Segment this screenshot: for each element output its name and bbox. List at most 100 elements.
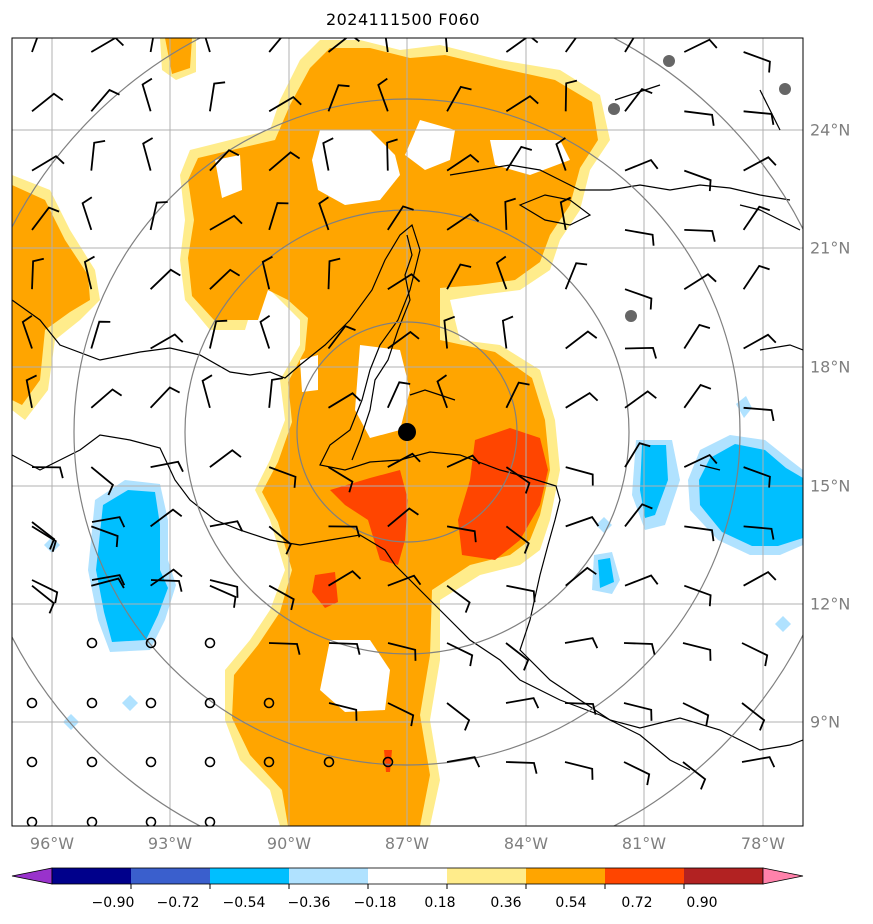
wind-barb [743,51,771,73]
wind-barb [742,264,770,290]
colorbar-tick-label: −0.36 [287,895,331,911]
wind-barb [268,95,302,113]
wind-barb [623,761,651,786]
wind-barb [564,702,597,715]
wind-barb [328,570,362,587]
wind-barb [150,333,184,350]
wind-barb [564,761,594,780]
wind-barb [743,466,771,488]
wind-barb [268,377,283,408]
lat-label: 15°N [810,476,851,496]
wind-barb [683,383,712,409]
wind-barb [682,761,707,790]
wind-barb [31,579,59,604]
lon-label: 81°W [621,834,667,853]
lat-label: 18°N [810,357,851,377]
map-title: 2024111500 F060 [325,10,481,29]
wind-barb [684,229,716,242]
wind-barb [505,381,530,409]
wind-barb [150,508,183,528]
wind-barb [31,584,55,614]
colorbar-extend-low [11,867,53,885]
colorbar-cell [131,868,211,884]
wind-barb [328,466,354,493]
wind-barb [91,577,125,589]
wind-barb [259,315,271,349]
wind-barb [623,702,653,721]
wind-barb [142,137,154,171]
wind-barb [268,466,297,488]
wind-barb [505,761,538,774]
wind-barb [624,159,659,172]
colorbar-tick-label: −0.54 [222,895,266,911]
wind-barb [683,169,712,192]
coastlines [12,84,803,771]
wind-barb [624,574,659,587]
wind-barb [743,570,777,587]
wind-barb [624,503,653,527]
colorbar-cell [684,868,764,884]
range-rings [12,38,803,826]
wind-barb [446,454,481,468]
wind-barb [387,205,414,231]
wind-barb [505,145,533,172]
wind-barb [384,38,389,53]
wind-barb [90,88,120,112]
wind-barb [204,38,211,53]
wind-barb [565,330,598,350]
wind-barb [268,38,283,53]
wind-barb [445,38,448,53]
wind-barb [387,642,417,661]
wind-barb [683,584,712,607]
colorbar-tick-label: −0.72 [156,895,200,911]
wind-barb [387,330,420,350]
wind-barb [90,320,111,349]
wind-barb [683,453,718,468]
wind-barb [495,255,508,290]
colorbar-tick-label: −0.90 [91,895,135,911]
wind-barb [31,466,64,479]
colorbar-cell [605,868,685,884]
storm-center-dot [398,423,416,441]
wind-barb [559,196,572,231]
wind-barb [565,516,600,528]
wind-barb [387,452,421,468]
wind-barb [209,81,226,112]
wind-barb [624,88,653,112]
wind-barb [150,460,184,473]
wind-barb [446,584,471,613]
wind-barb [31,92,64,113]
colorbar-cell [526,868,606,884]
lat-label: 9°N [810,712,841,732]
wind-barb [624,229,655,246]
wind-barb [209,149,240,172]
wind-barb [684,525,715,542]
wind-barb [149,38,154,53]
wind-barb [83,255,95,290]
wind-barb [565,466,594,486]
wind-barb [436,374,448,409]
wind-barb [565,391,599,409]
wind-barb [141,77,153,112]
wind-barb [446,642,474,667]
wind-barb [328,642,361,655]
station-markers [608,55,791,322]
wind-barb [149,201,168,231]
wind-barb [31,38,39,53]
wind-barb [743,110,775,125]
graticule [12,38,803,826]
wind-barb [387,702,415,727]
wind-barb [90,38,125,53]
wind-barb [201,374,213,409]
wind-barb [743,156,777,172]
wind-barb [505,642,530,671]
wind-barb [501,315,514,349]
wind-barb [25,374,37,408]
wind-barb [209,268,241,290]
wind-barb [90,140,106,171]
wind-barb [742,205,771,231]
wind-barb [555,137,567,171]
wind-barb [31,155,65,172]
wind-barb [743,406,775,422]
